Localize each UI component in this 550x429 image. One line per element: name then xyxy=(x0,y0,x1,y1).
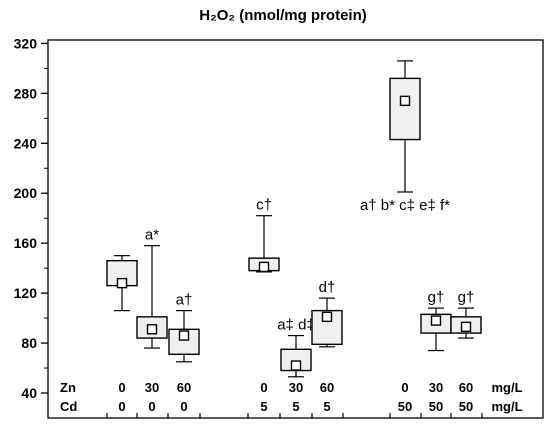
cd-dose-label: 50 xyxy=(429,399,443,414)
x-axis-ticks xyxy=(106,413,483,418)
cd-dose-label: 50 xyxy=(459,399,473,414)
significance-label: g† xyxy=(458,289,475,306)
box-series: a* a† c† a‡ d‡ d† a† b* c‡ e‡ f* g† g† xyxy=(106,60,482,378)
zn-dose-label: 60 xyxy=(320,380,334,395)
median-marker xyxy=(290,360,302,371)
box-group: g† xyxy=(420,289,452,352)
chart-title: H₂O₂ (nmol/mg protein) xyxy=(199,7,366,24)
row-label-cd: Cd xyxy=(60,399,77,414)
median-marker xyxy=(116,277,128,289)
cd-dose-label: 0 xyxy=(118,399,125,414)
box-group: a‡ d‡ xyxy=(277,317,315,378)
box-group: c† xyxy=(248,197,280,273)
y-tick-label: 40 xyxy=(21,385,37,401)
cd-dose-label: 5 xyxy=(323,399,330,414)
box-iqr xyxy=(389,77,421,141)
zn-dose-label: 60 xyxy=(459,380,473,395)
zn-dose-label: 60 xyxy=(177,380,191,395)
cd-dose-label: 5 xyxy=(260,399,267,414)
y-tick-label: 120 xyxy=(14,285,38,301)
box-group: d† xyxy=(311,279,343,348)
median-marker xyxy=(178,330,190,341)
cd-dose-label: 5 xyxy=(292,399,299,414)
zn-dose-label: 0 xyxy=(260,380,267,395)
cd-dose-label: 50 xyxy=(398,399,412,414)
zn-dose-label: 0 xyxy=(401,380,408,395)
y-tick-label: 160 xyxy=(14,235,38,251)
median-marker xyxy=(258,261,270,273)
unit-label-zn: mg/L xyxy=(491,380,522,395)
cd-dose-label: 0 xyxy=(180,399,187,414)
plot-frame xyxy=(47,39,544,419)
significance-label: c† xyxy=(256,197,272,214)
y-tick-label: 320 xyxy=(14,35,38,51)
median-marker xyxy=(430,315,442,326)
box-group xyxy=(106,255,138,312)
unit-label-cd: mg/L xyxy=(491,399,522,414)
median-marker xyxy=(460,321,472,333)
y-tick-label: 280 xyxy=(14,85,38,101)
row-label-zn: Zn xyxy=(60,380,76,395)
y-axis: 40 80 120 160 200 240 280 320 xyxy=(14,35,48,401)
zn-dose-label: 0 xyxy=(118,380,125,395)
zn-dose-label: 30 xyxy=(289,380,303,395)
median-marker xyxy=(399,95,411,107)
significance-label: a* xyxy=(145,227,159,244)
y-tick-label: 200 xyxy=(14,185,38,201)
box-group: a* xyxy=(136,227,168,349)
zn-dose-label: 30 xyxy=(429,380,443,395)
y-tick-label: 80 xyxy=(21,335,37,351)
box-group: g† xyxy=(450,289,482,339)
box-iqr xyxy=(168,328,200,355)
median-marker xyxy=(321,311,333,323)
cd-dose-label: 0 xyxy=(148,399,155,414)
significance-label: a† xyxy=(176,292,193,309)
median-marker xyxy=(146,324,158,335)
box-group: a† xyxy=(168,292,200,363)
box-group: a† b* c‡ e‡ f* xyxy=(360,60,450,214)
significance-label: a‡ d‡ xyxy=(277,317,315,334)
y-tick-label: 240 xyxy=(14,135,38,151)
significance-label: d† xyxy=(319,279,336,296)
significance-label: a† b* c‡ e‡ f* xyxy=(360,197,450,214)
significance-label: g† xyxy=(428,289,445,306)
zn-dose-label: 30 xyxy=(145,380,159,395)
